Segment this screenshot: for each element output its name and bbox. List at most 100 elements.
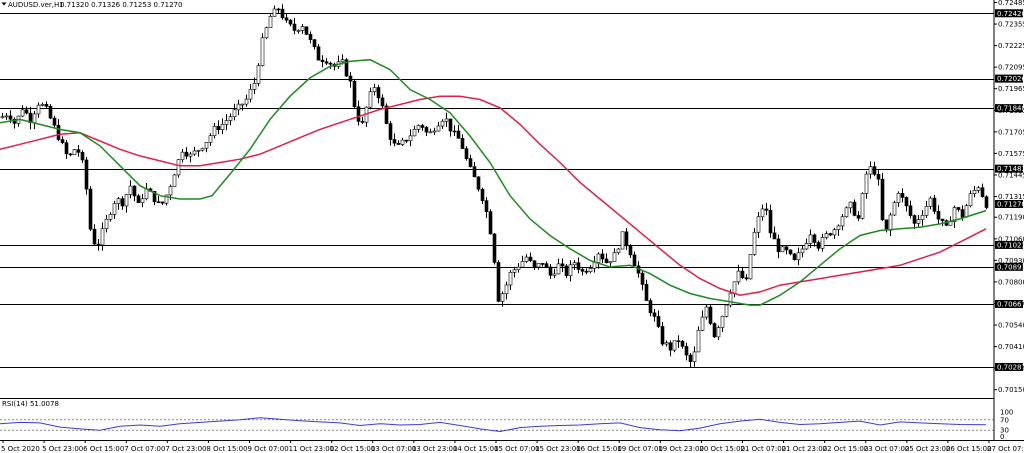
candle-body <box>804 243 809 250</box>
candle-body <box>472 166 477 178</box>
candle-body <box>48 105 53 119</box>
candle-body <box>188 153 193 157</box>
candle-body <box>756 216 761 233</box>
candle-body <box>736 270 741 283</box>
time-tick-label: 13 Oct 23:00 <box>412 445 458 453</box>
candle-body <box>536 263 541 268</box>
price-tick-label: 0.71575 <box>998 150 1024 158</box>
candle-body <box>216 126 221 130</box>
candle-body <box>60 139 65 143</box>
candle-body <box>32 113 37 124</box>
candle-body <box>900 193 905 198</box>
candle-body <box>308 34 313 40</box>
candle-body <box>412 129 417 137</box>
candle-body <box>92 228 97 245</box>
candle-body <box>540 263 545 265</box>
candle-body <box>312 39 317 48</box>
price-tick-label: 0.71705 <box>998 128 1024 136</box>
candle-body <box>284 17 289 21</box>
candle-body <box>604 258 609 264</box>
candle-body <box>128 185 133 195</box>
ohlc-label: 0.71320 0.71326 0.71253 0.71270 <box>60 1 182 9</box>
candle-body <box>224 120 229 125</box>
candle-body <box>608 261 613 264</box>
candle-body <box>484 200 489 212</box>
candle-body <box>100 228 105 246</box>
candle-body <box>824 233 829 238</box>
candle-body <box>368 91 373 108</box>
candle-body <box>776 238 781 253</box>
price-tick-label: 0.72485 <box>998 0 1024 7</box>
time-tick-label: 21 Oct 23:00 <box>782 445 828 453</box>
candle-body <box>972 190 977 194</box>
candle-body <box>504 284 509 294</box>
candle-body <box>68 153 73 156</box>
candle-body <box>896 193 901 203</box>
candle-body <box>784 246 789 251</box>
candle-body <box>960 209 965 218</box>
candle-body <box>432 130 437 133</box>
candle-body <box>240 103 245 106</box>
candle-body <box>984 196 989 208</box>
candle-body <box>272 8 277 17</box>
candle-body <box>56 124 61 140</box>
candle-body <box>116 198 121 204</box>
candle-body <box>904 197 909 207</box>
candle-body <box>320 59 325 62</box>
candle-body <box>572 262 577 266</box>
candle-body <box>388 123 393 140</box>
candle-body <box>80 152 85 161</box>
current-price-box <box>995 199 1023 208</box>
candle-body <box>664 342 669 345</box>
current-price-label: 0.71270 <box>997 200 1024 208</box>
candle-body <box>404 139 409 142</box>
candle-body <box>576 262 581 270</box>
candle-body <box>480 188 485 201</box>
candle-body <box>788 249 793 255</box>
candle-body <box>448 118 453 132</box>
time-tick-label: 11 Oct 23:00 <box>289 445 335 453</box>
level-price-box <box>995 262 1023 271</box>
candle-body <box>656 316 661 327</box>
time-tick-label: 7 Oct 23:00 <box>165 445 206 453</box>
candle-body <box>720 315 725 328</box>
candle-body <box>976 187 981 191</box>
candle-body <box>452 130 457 133</box>
candle-body <box>396 142 401 145</box>
candle-body <box>152 191 157 203</box>
candle-body <box>840 216 845 227</box>
candle-body <box>420 125 425 128</box>
dropdown-triangle-icon[interactable] <box>1 2 7 6</box>
candle-body <box>544 263 549 268</box>
candle-body <box>760 208 765 218</box>
level-price-box <box>995 9 1023 18</box>
level-price-box <box>995 299 1023 308</box>
ma-fast-line <box>0 58 987 306</box>
candle-body <box>556 263 561 275</box>
level-price-box <box>995 240 1023 249</box>
candle-body <box>924 206 929 216</box>
candle-body <box>568 264 573 276</box>
candle-body <box>348 75 353 82</box>
candle-body <box>208 135 213 143</box>
time-tick-label: 6 Oct 15:00 <box>83 445 124 453</box>
time-tick-label: 15 Oct 23:00 <box>535 445 581 453</box>
time-tick-label: 25 Oct 23:00 <box>905 445 951 453</box>
candle-body <box>500 293 505 302</box>
candle-body <box>236 103 241 111</box>
candle-body <box>876 174 881 180</box>
level-price-label: 0.71848 <box>997 105 1024 113</box>
candle-body <box>932 197 937 212</box>
candle-body <box>288 19 293 25</box>
level-price-label: 0.71023 <box>997 241 1024 249</box>
candle-body <box>532 260 537 268</box>
candle-body <box>248 89 253 100</box>
time-tick-label: 12 Oct 15:00 <box>330 445 376 453</box>
level-price-label: 0.72026 <box>997 75 1024 83</box>
candle-body <box>276 8 281 11</box>
level-price-label: 0.72420 <box>997 10 1024 18</box>
candle-body <box>652 312 657 317</box>
time-tick-label: 5 Oct 23:00 <box>42 445 83 453</box>
